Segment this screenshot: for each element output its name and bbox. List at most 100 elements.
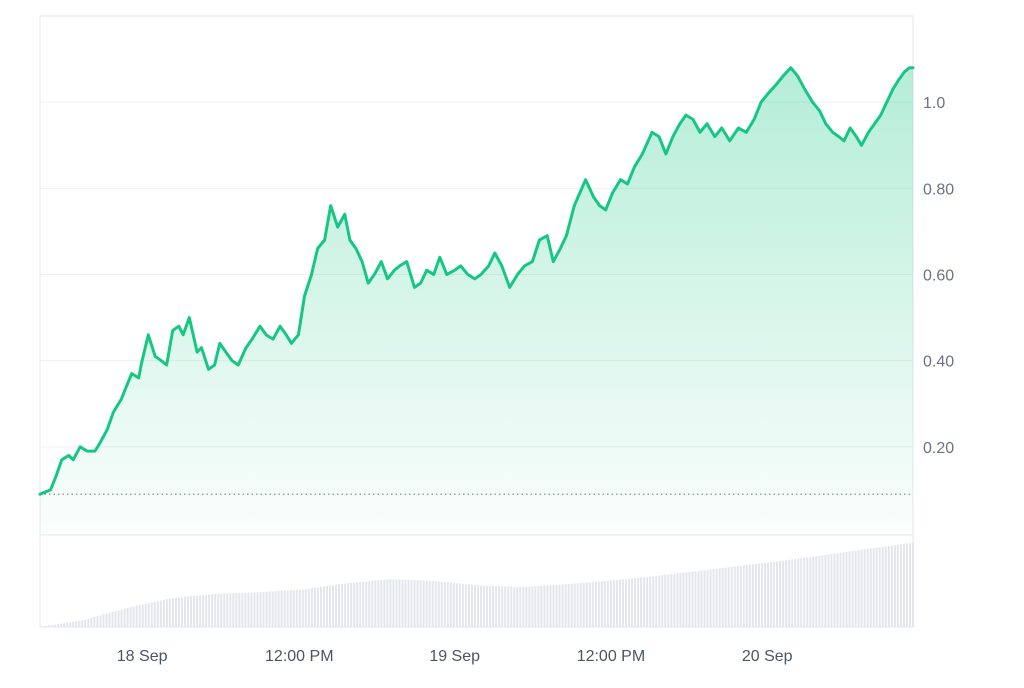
volume-bar	[836, 553, 838, 627]
volume-bar	[118, 610, 120, 627]
volume-bar	[809, 557, 811, 627]
volume-bar	[429, 581, 431, 627]
volume-bar	[628, 579, 630, 627]
volume-bar	[746, 565, 748, 627]
volume-bar	[365, 581, 367, 627]
volume-bar	[326, 586, 328, 627]
volume-bar	[568, 584, 570, 627]
volume-bar	[546, 585, 548, 627]
volume-bar	[682, 573, 684, 627]
volume-bar	[48, 626, 50, 627]
volume-bar	[296, 590, 298, 627]
volume-bar	[707, 570, 709, 627]
volume-bar	[528, 586, 530, 627]
volume-bar	[356, 582, 358, 627]
volume-bar	[160, 601, 162, 627]
volume-bar	[423, 581, 425, 627]
volume-bar	[637, 578, 639, 627]
volume-bar	[420, 580, 422, 627]
volume-bar	[344, 584, 346, 627]
x-tick-label-2: 19 Sep	[429, 648, 480, 665]
volume-bar	[320, 587, 322, 627]
volume-bar	[679, 573, 681, 627]
volume-bar	[492, 586, 494, 627]
volume-bar	[761, 563, 763, 627]
volume-bar	[507, 587, 509, 627]
volume-bar	[350, 583, 352, 627]
volume-bar	[695, 571, 697, 627]
volume-bar	[211, 594, 213, 627]
volume-bar	[371, 581, 373, 627]
volume-bar	[459, 584, 461, 627]
volume-bar	[534, 586, 536, 627]
volume-bar	[719, 568, 721, 627]
volume-bar	[438, 581, 440, 627]
volume-bar	[284, 591, 286, 627]
volume-bar	[323, 587, 325, 627]
volume-bar	[806, 557, 808, 627]
volume-bar	[456, 583, 458, 627]
volume-bar	[108, 613, 110, 627]
volume-bar	[305, 589, 307, 627]
volume-bar	[513, 587, 515, 627]
volume-bar	[592, 582, 594, 627]
volume-bar	[281, 591, 283, 627]
volume-bar	[815, 556, 817, 627]
volume-bar	[302, 589, 304, 627]
volume-bar	[812, 557, 814, 627]
volume-bar	[486, 586, 488, 627]
volume-bar	[625, 579, 627, 627]
volume-bar	[154, 602, 156, 627]
volume-bar	[93, 617, 95, 627]
volume-bar	[63, 623, 65, 627]
volume-bar	[516, 587, 518, 627]
volume-bar	[60, 624, 62, 627]
volume-bar	[583, 583, 585, 627]
volume-bar	[885, 546, 887, 627]
volume-bar	[341, 584, 343, 627]
volume-bar	[278, 591, 280, 627]
volume-bar	[658, 576, 660, 627]
volume-bar	[858, 550, 860, 627]
volume-bar	[441, 582, 443, 627]
volume-bar	[96, 616, 98, 627]
volume-bar	[589, 582, 591, 627]
volume-bar	[643, 577, 645, 627]
volume-bar	[127, 608, 129, 627]
volume-bar	[770, 562, 772, 627]
volume-bar	[698, 571, 700, 627]
y-tick-label-0: 0.20	[923, 440, 954, 457]
volume-bar	[580, 583, 582, 627]
y-tick-label-4: 1.0	[923, 95, 945, 112]
volume-bar	[256, 592, 258, 627]
volume-bar	[634, 578, 636, 627]
volume-bar	[386, 579, 388, 627]
volume-bar	[740, 566, 742, 627]
volume-bar	[540, 586, 542, 627]
volume-bar	[362, 582, 364, 627]
volume-bar	[640, 578, 642, 627]
volume-bar	[260, 592, 262, 627]
volume-bar	[417, 580, 419, 627]
volume-bar	[169, 599, 171, 627]
volume-bar	[519, 587, 521, 627]
volume-bar	[287, 590, 289, 627]
volume-bar	[220, 594, 222, 627]
volume-bar	[87, 619, 89, 627]
volume-bar	[435, 581, 437, 627]
volume-bar	[495, 586, 497, 627]
volume-bar	[767, 563, 769, 627]
volume-bar	[840, 553, 842, 627]
volume-bar	[734, 567, 736, 627]
volume-bar	[266, 592, 268, 627]
volume-bar	[238, 593, 240, 627]
volume-bar	[187, 597, 189, 627]
volume-bar	[824, 555, 826, 627]
volume-bar	[906, 543, 908, 627]
volume-bar	[136, 606, 138, 627]
volume-bar	[779, 561, 781, 627]
volume-bar	[685, 572, 687, 627]
volume-bar	[613, 580, 615, 627]
volume-bar	[124, 609, 126, 627]
volume-bar	[102, 615, 104, 627]
